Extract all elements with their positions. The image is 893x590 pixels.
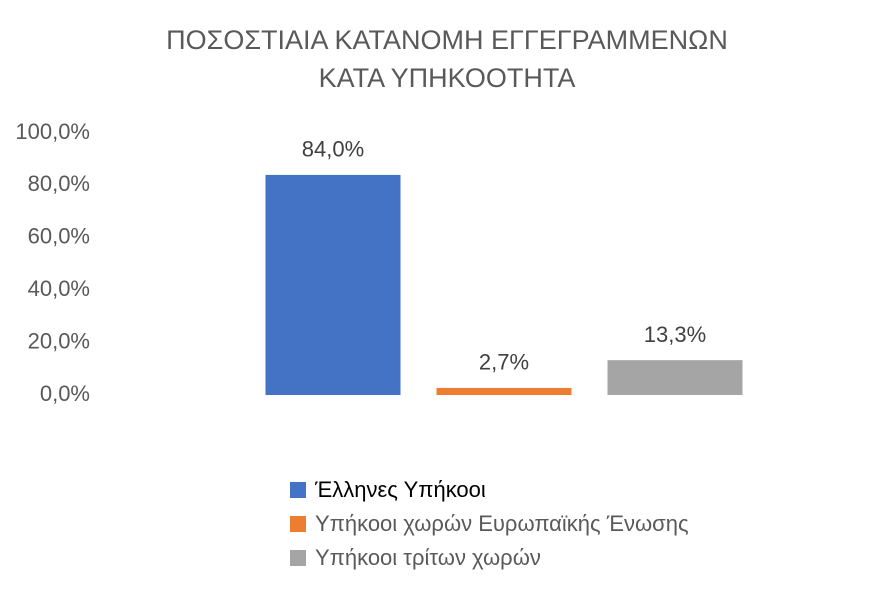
y-tick-label: 80,0% xyxy=(28,171,90,196)
bar xyxy=(436,387,572,395)
data-label: 2,7% xyxy=(479,350,529,375)
y-tick-label: 20,0% xyxy=(28,328,90,353)
chart-title: ΠΟΣΟΣΤΙΑΙΑ ΚΑΤΑΝΟΜΗ ΕΓΓΕΓΡΑΜΜΕΝΩΝ xyxy=(166,25,728,55)
bar xyxy=(265,174,401,395)
y-tick-label: 100,0% xyxy=(15,119,90,144)
data-label: 84,0% xyxy=(302,137,364,162)
y-tick-label: 40,0% xyxy=(28,276,90,301)
data-label: 13,3% xyxy=(644,322,706,347)
y-tick-label: 0,0% xyxy=(40,381,90,406)
legend-swatch xyxy=(290,516,306,532)
chart-title: ΚΑΤΑ ΥΠΗΚΟΟΤΗΤΑ xyxy=(319,63,576,93)
legend-label: Έλληνες Υπήκοοι xyxy=(314,477,486,502)
legend-label: Υπήκοοι χωρών Ευρωπαϊκής Ένωσης xyxy=(315,511,689,536)
legend-swatch xyxy=(290,550,306,566)
legend-label: Υπήκοοι τρίτων χωρών xyxy=(315,545,541,570)
y-tick-label: 60,0% xyxy=(28,224,90,249)
bar xyxy=(607,360,743,395)
legend-swatch xyxy=(290,482,306,498)
